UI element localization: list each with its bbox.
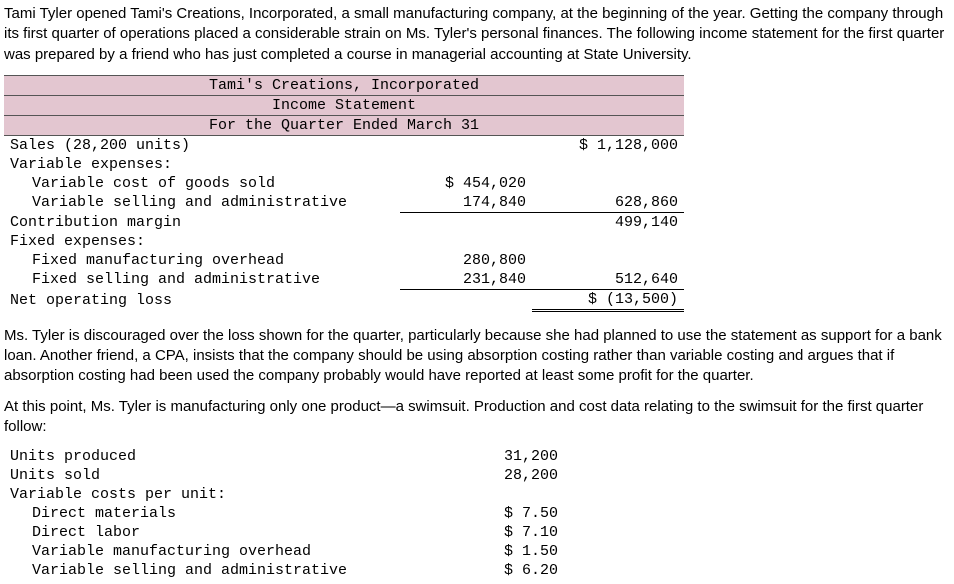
fixed-moh-label: Fixed manufacturing overhead bbox=[4, 251, 400, 270]
stmt-title: Income Statement bbox=[4, 95, 684, 115]
units-sold-value: 28,200 bbox=[442, 466, 564, 485]
nol-label: Net operating loss bbox=[4, 289, 400, 310]
units-produced-label: Units produced bbox=[4, 447, 442, 466]
mid-paragraph: Ms. Tyler is discouraged over the loss s… bbox=[4, 326, 950, 387]
vsa-label: Variable selling and administrative bbox=[4, 561, 442, 580]
income-statement-table: Tami's Creations, Incorporated Income St… bbox=[4, 75, 684, 312]
dl-value: $ 7.10 bbox=[442, 523, 564, 542]
var-cogs-label: Variable cost of goods sold bbox=[4, 174, 400, 193]
var-sa-value: 174,840 bbox=[400, 193, 532, 213]
fixed-sa-label: Fixed selling and administrative bbox=[4, 270, 400, 290]
vmoh-label: Variable manufacturing overhead bbox=[4, 542, 442, 561]
stmt-period: For the Quarter Ended March 31 bbox=[4, 115, 684, 135]
sales-label: Sales (28,200 units) bbox=[4, 135, 400, 155]
fixed-total-value: 512,640 bbox=[532, 270, 684, 290]
var-cogs-value: $ 454,020 bbox=[400, 174, 532, 193]
nol-value: $ (13,500) bbox=[532, 289, 684, 310]
intro-paragraph: Tami Tyler opened Tami's Creations, Inco… bbox=[4, 4, 950, 65]
var-total-value: 628,860 bbox=[532, 193, 684, 213]
dm-label: Direct materials bbox=[4, 504, 442, 523]
sales-value: $ 1,128,000 bbox=[532, 135, 684, 155]
cm-label: Contribution margin bbox=[4, 212, 400, 232]
vmoh-value: $ 1.50 bbox=[442, 542, 564, 561]
cm-value: 499,140 bbox=[532, 212, 684, 232]
var-exp-label: Variable expenses: bbox=[4, 155, 400, 174]
dm-value: $ 7.50 bbox=[442, 504, 564, 523]
units-produced-value: 31,200 bbox=[442, 447, 564, 466]
units-sold-label: Units sold bbox=[4, 466, 442, 485]
dl-label: Direct labor bbox=[4, 523, 442, 542]
vsa-value: $ 6.20 bbox=[442, 561, 564, 580]
var-costs-per-unit-label: Variable costs per unit: bbox=[4, 485, 442, 504]
fixed-moh-value: 280,800 bbox=[400, 251, 532, 270]
fixed-sa-value: 231,840 bbox=[400, 270, 532, 290]
cost-data-table: Units produced 31,200 Units sold 28,200 … bbox=[4, 447, 564, 580]
lead-paragraph: At this point, Ms. Tyler is manufacturin… bbox=[4, 397, 950, 438]
fixed-exp-label: Fixed expenses: bbox=[4, 232, 400, 251]
var-sa-label: Variable selling and administrative bbox=[4, 193, 400, 213]
stmt-company: Tami's Creations, Incorporated bbox=[4, 75, 684, 95]
